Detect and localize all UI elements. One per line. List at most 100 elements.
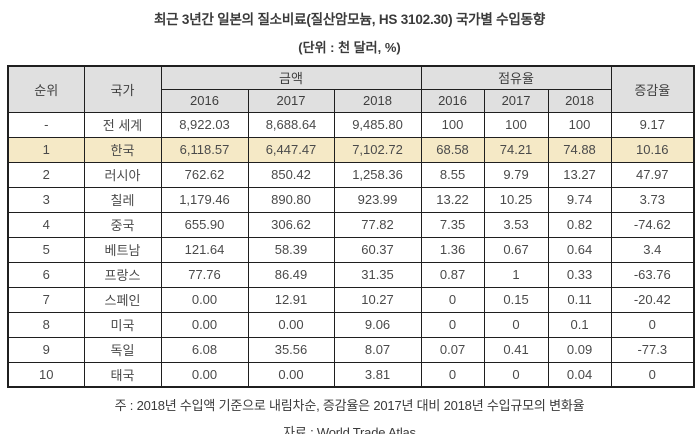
amount-2016-cell: 0.00 <box>160 361 249 388</box>
change-cell: 0 <box>610 311 695 338</box>
share-year-2018-header: 2018 <box>547 88 612 113</box>
table-row: 2 러시아 762.62 850.42 1,258.36 8.55 9.79 13.27 47.… <box>7 161 695 188</box>
table-row: 3 칠레 1,179.46 890.80 923.99 13.22 10.25 9.74 3.7… <box>7 186 695 213</box>
amount-2018-cell: 10.27 <box>333 286 422 313</box>
share-2016-cell: 100 <box>420 111 485 138</box>
country-cell: 전 세계 <box>83 111 162 138</box>
amount-2017-cell: 86.49 <box>247 261 335 288</box>
amount-2017-cell: 8,688.64 <box>247 111 335 138</box>
amount-2016-cell: 1,179.46 <box>160 186 249 213</box>
amount-2018-cell: 8.07 <box>333 336 422 363</box>
share-2018-cell: 0.64 <box>547 236 612 263</box>
amount-group-header: 금액 <box>160 65 422 90</box>
amount-2017-cell: 306.62 <box>247 211 335 238</box>
share-2018-cell: 0.33 <box>547 261 612 288</box>
amount-2018-cell: 9,485.80 <box>333 111 422 138</box>
country-cell: 한국 <box>83 136 162 163</box>
table-row: 6 프랑스 77.76 86.49 31.35 0.87 1 0.33 -63.76 <box>7 261 695 288</box>
amount-2016-cell: 0.00 <box>160 286 249 313</box>
rank-cell: 6 <box>7 261 85 288</box>
amount-year-2016-header: 2016 <box>160 88 249 113</box>
share-2017-cell: 0 <box>483 311 549 338</box>
country-header: 국가 <box>83 65 162 113</box>
share-2018-cell: 0.11 <box>547 286 612 313</box>
country-cell: 미국 <box>83 311 162 338</box>
share-2016-cell: 13.22 <box>420 186 485 213</box>
amount-2017-cell: 6,447.47 <box>247 136 335 163</box>
amount-2016-cell: 0.00 <box>160 311 249 338</box>
change-cell: 47.97 <box>610 161 695 188</box>
share-2017-cell: 3.53 <box>483 211 549 238</box>
header-row-groups: 순위 국가 금액 점유율 증감율 <box>7 65 695 113</box>
change-cell: 3.73 <box>610 186 695 213</box>
rank-cell: 10 <box>7 361 85 388</box>
share-2018-cell: 0.1 <box>547 311 612 338</box>
amount-2017-cell: 0.00 <box>247 361 335 388</box>
share-2017-cell: 1 <box>483 261 549 288</box>
source-note: 자료 : World Trade Atlas <box>283 425 416 434</box>
table-row: 1 한국 6,118.57 6,447.47 7,102.72 68.58 74.21 74.… <box>7 136 695 163</box>
amount-year-2018-header: 2018 <box>333 88 422 113</box>
country-cell: 태국 <box>83 361 162 388</box>
footnotes: 주 : 2018년 수입액 기준으로 내림차순, 증감율은 2017년 대비 2… <box>0 395 699 434</box>
share-2018-cell: 9.74 <box>547 186 612 213</box>
amount-2018-cell: 7,102.72 <box>333 136 422 163</box>
country-cell: 중국 <box>83 211 162 238</box>
table-row: 10 태국 0.00 0.00 3.81 0 0 0.04 0 <box>7 361 695 388</box>
change-cell: -20.42 <box>610 286 695 313</box>
country-cell: 칠레 <box>83 186 162 213</box>
change-cell: -63.76 <box>610 261 695 288</box>
amount-2016-cell: 121.64 <box>160 236 249 263</box>
country-cell: 독일 <box>83 336 162 363</box>
share-2018-cell: 0.09 <box>547 336 612 363</box>
rank-cell: 7 <box>7 286 85 313</box>
country-cell: 러시아 <box>83 161 162 188</box>
header-row-years: 2016 2017 2018 2016 2017 2018 <box>8 88 694 113</box>
amount-2018-cell: 9.06 <box>333 311 422 338</box>
share-2016-cell: 68.58 <box>420 136 485 163</box>
sort-note: 주 : 2018년 수입액 기준으로 내림차순, 증감율은 2017년 대비 2… <box>114 398 585 413</box>
share-2016-cell: 0.87 <box>420 261 485 288</box>
share-2017-cell: 9.79 <box>483 161 549 188</box>
amount-2018-cell: 60.37 <box>333 236 422 263</box>
share-group-header: 점유율 <box>420 65 612 90</box>
amount-2016-cell: 77.76 <box>160 261 249 288</box>
amount-2018-cell: 3.81 <box>333 361 422 388</box>
share-2016-cell: 0 <box>420 361 485 388</box>
share-2016-cell: 0 <box>420 286 485 313</box>
rank-cell: 2 <box>7 161 85 188</box>
change-cell: 0 <box>610 361 695 388</box>
amount-2016-cell: 762.62 <box>160 161 249 188</box>
amount-2016-cell: 655.90 <box>160 211 249 238</box>
change-cell: -77.3 <box>610 336 695 363</box>
share-2016-cell: 1.36 <box>420 236 485 263</box>
table-row: 5 베트남 121.64 58.39 60.37 1.36 0.67 0.64 3.4 <box>7 236 695 263</box>
change-cell: -74.62 <box>610 211 695 238</box>
change-cell: 3.4 <box>610 236 695 263</box>
amount-2016-cell: 6,118.57 <box>160 136 249 163</box>
amount-2016-cell: 6.08 <box>160 336 249 363</box>
share-2017-cell: 10.25 <box>483 186 549 213</box>
share-2016-cell: 0 <box>420 311 485 338</box>
share-2018-cell: 100 <box>547 111 612 138</box>
share-2017-cell: 0.15 <box>483 286 549 313</box>
rank-cell: 3 <box>7 186 85 213</box>
share-2018-cell: 0.04 <box>547 361 612 388</box>
share-year-2016-header: 2016 <box>420 88 485 113</box>
amount-2018-cell: 31.35 <box>333 261 422 288</box>
share-2016-cell: 8.55 <box>420 161 485 188</box>
table-header: 순위 국가 금액 점유율 증감율 2016 2017 2018 2016 201… <box>7 65 695 113</box>
share-2017-cell: 0.41 <box>483 336 549 363</box>
amount-2018-cell: 923.99 <box>333 186 422 213</box>
amount-2016-cell: 8,922.03 <box>160 111 249 138</box>
table-row: 9 독일 6.08 35.56 8.07 0.07 0.41 0.09 -77.3 <box>7 336 695 363</box>
page-title: 최근 3년간 일본의 질소비료(질산암모늄, HS 3102.30) 국가별 수… <box>153 12 546 27</box>
share-year-2017-header: 2017 <box>483 88 549 113</box>
amount-year-2017-header: 2017 <box>247 88 335 113</box>
amount-2018-cell: 1,258.36 <box>333 161 422 188</box>
table-body: -전 세계 8,922.03 8,688.64 9,485.80 100 100 100 9.… <box>7 111 695 388</box>
share-2018-cell: 74.88 <box>547 136 612 163</box>
share-2016-cell: 7.35 <box>420 211 485 238</box>
import-table: 순위 국가 금액 점유율 증감율 2016 2017 2018 2016 201… <box>7 65 696 388</box>
